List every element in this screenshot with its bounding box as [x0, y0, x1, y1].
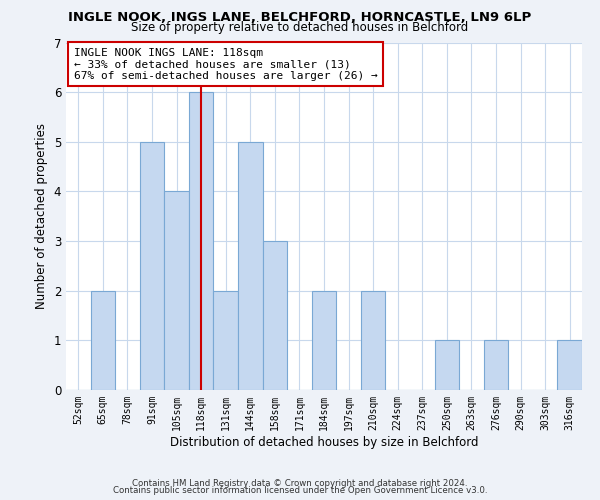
Text: INGLE NOOK, INGS LANE, BELCHFORD, HORNCASTLE, LN9 6LP: INGLE NOOK, INGS LANE, BELCHFORD, HORNCA… — [68, 11, 532, 24]
Text: Size of property relative to detached houses in Belchford: Size of property relative to detached ho… — [131, 22, 469, 35]
Bar — [189, 92, 214, 390]
Text: Contains public sector information licensed under the Open Government Licence v3: Contains public sector information licen… — [113, 486, 487, 495]
Text: INGLE NOOK INGS LANE: 118sqm
← 33% of detached houses are smaller (13)
67% of se: INGLE NOOK INGS LANE: 118sqm ← 33% of de… — [74, 48, 377, 81]
Bar — [214, 290, 238, 390]
Bar — [263, 241, 287, 390]
Bar — [164, 192, 189, 390]
Bar — [312, 290, 336, 390]
Text: Contains HM Land Registry data © Crown copyright and database right 2024.: Contains HM Land Registry data © Crown c… — [132, 478, 468, 488]
Y-axis label: Number of detached properties: Number of detached properties — [35, 123, 48, 309]
Bar — [91, 290, 115, 390]
Bar — [484, 340, 508, 390]
Bar — [238, 142, 263, 390]
Bar — [361, 290, 385, 390]
X-axis label: Distribution of detached houses by size in Belchford: Distribution of detached houses by size … — [170, 436, 478, 448]
Bar — [140, 142, 164, 390]
Bar — [557, 340, 582, 390]
Bar — [434, 340, 459, 390]
